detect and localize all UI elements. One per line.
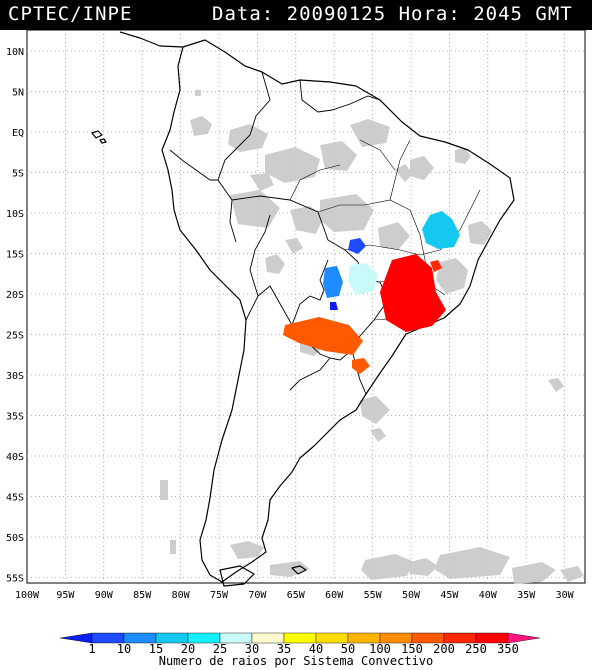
cloud-cover — [160, 90, 584, 584]
legend-tick-label: 30 — [245, 642, 259, 656]
lat-label: 50S — [6, 533, 24, 544]
storm-cell-cyan — [422, 211, 460, 249]
legend-title: Numero de raios por Sistema Convectivo — [159, 654, 434, 668]
storm-cell-palecyan — [348, 263, 378, 295]
legend-swatch — [59, 632, 93, 644]
lon-label: 85W — [133, 590, 152, 601]
storm-cell-orange — [283, 317, 363, 355]
legend-tick-label: 1 — [88, 642, 95, 656]
legend-tick-label: 200 — [433, 642, 455, 656]
lat-label: 15S — [6, 250, 24, 261]
lon-label: 75W — [210, 590, 229, 601]
map-frame — [26, 29, 586, 584]
legend-tick-label: 35 — [277, 642, 291, 656]
lon-label: 40W — [479, 590, 498, 601]
lat-label: 5S — [12, 169, 24, 180]
legend-tick-label: 25 — [213, 642, 227, 656]
storm-cell-red-small — [430, 260, 442, 272]
legend-tick-label: 15 — [149, 642, 163, 656]
latitude-labels: 10N 5N EQ 5S 10S 15S 20S 25S 30S 35S 40S 45S 50S 55S — [6, 47, 24, 585]
lon-label: 95W — [56, 590, 75, 601]
lat-label: 20S — [6, 290, 24, 301]
legend-tick-label: 100 — [369, 642, 391, 656]
coastline — [91, 31, 515, 587]
lat-label: 10S — [6, 209, 24, 220]
legend-swatch — [507, 632, 541, 644]
map-header: CPTEC/INPE Data: 20090125 Hora: 2045 GMT — [0, 0, 592, 30]
lat-label: 45S — [6, 493, 24, 504]
legend-tick-label: 50 — [341, 642, 355, 656]
longitude-labels: 100W 95W 90W 85W 80W 75W 70W 65W 60W 55W 50W 45W 40W… — [15, 590, 575, 601]
convective-systems — [283, 211, 460, 374]
legend-ticks: 1 10 15 20 25 30 35 40 50 100 150 200 250 350 — [88, 642, 518, 656]
legend-tick-label: 40 — [309, 642, 323, 656]
header-datetime: Data: 20090125 Hora: 2045 GMT — [212, 3, 573, 25]
storm-cell-lightblue — [323, 266, 343, 298]
lat-label: EQ — [12, 128, 24, 139]
lat-label: 10N — [6, 47, 24, 58]
storm-cell-red — [380, 254, 446, 332]
legend-colorbar — [59, 632, 541, 644]
lon-label: 55W — [364, 590, 383, 601]
lon-label: 90W — [95, 590, 114, 601]
lat-label: 55S — [6, 574, 24, 585]
lon-label: 100W — [15, 590, 40, 601]
lon-label: 60W — [325, 590, 344, 601]
storm-cell-blue — [348, 238, 366, 254]
lon-label: 70W — [248, 590, 267, 601]
storm-cell-darkblue — [330, 302, 338, 310]
lat-label: 25S — [6, 331, 24, 342]
lon-label: 50W — [402, 590, 421, 601]
lon-label: 80W — [172, 590, 191, 601]
graticule — [27, 30, 585, 583]
lat-label: 40S — [6, 452, 24, 463]
lat-label: 5N — [12, 88, 24, 99]
lon-label: 65W — [287, 590, 306, 601]
legend-tick-label: 250 — [465, 642, 487, 656]
legend-tick-label: 20 — [181, 642, 195, 656]
header-org: CPTEC/INPE — [8, 3, 133, 25]
legend: 1 10 15 20 25 30 35 40 50 100 150 200 250 350 Numero … — [59, 632, 541, 668]
legend-tick-label: 350 — [497, 642, 519, 656]
lon-label: 35W — [517, 590, 536, 601]
lat-label: 30S — [6, 371, 24, 382]
lon-label: 45W — [440, 590, 459, 601]
lon-label: 30W — [556, 590, 575, 601]
legend-tick-label: 150 — [401, 642, 423, 656]
lat-label: 35S — [6, 412, 24, 423]
legend-tick-label: 10 — [117, 642, 131, 656]
storm-cell-orange-small — [352, 358, 370, 374]
